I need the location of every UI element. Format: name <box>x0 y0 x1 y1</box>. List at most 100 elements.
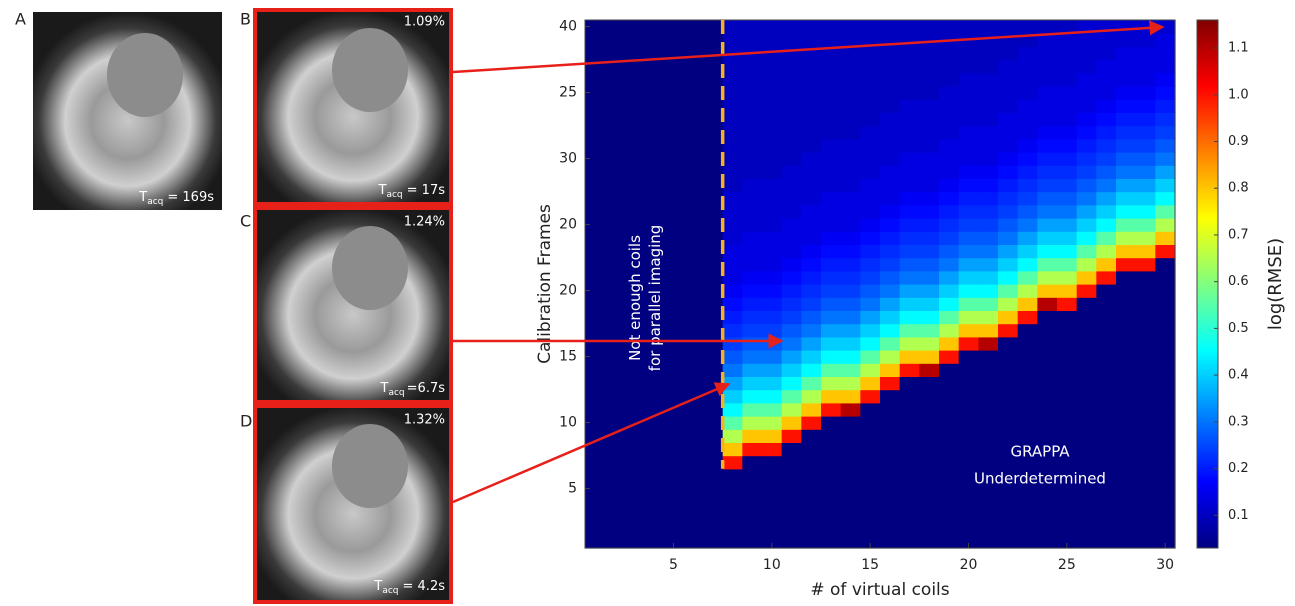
heat-cell <box>1077 258 1097 272</box>
heat-cell <box>959 284 979 298</box>
heat-cell <box>1077 152 1097 166</box>
heat-cell <box>998 20 1018 34</box>
y-tick-label: 15 <box>559 349 577 365</box>
heat-cell <box>1096 205 1116 219</box>
heat-cell <box>782 152 802 166</box>
heat-cell <box>723 429 743 443</box>
heat-cell <box>624 20 644 34</box>
heat-cell <box>1077 522 1097 536</box>
heat-cell <box>683 205 703 219</box>
heat-cell <box>1155 284 1175 298</box>
heat-cell <box>978 20 998 34</box>
heat-cell <box>782 139 802 153</box>
heat-cell <box>821 324 841 338</box>
heat-cell <box>762 297 782 311</box>
heat-cell <box>1155 363 1175 377</box>
heat-cell <box>644 139 664 153</box>
heat-cell <box>998 178 1018 192</box>
heat-cell <box>1155 350 1175 364</box>
heat-cell <box>821 363 841 377</box>
heat-cell <box>723 403 743 417</box>
heat-cell <box>919 205 939 219</box>
heat-cell <box>723 482 743 496</box>
heat-cell <box>860 390 880 404</box>
heat-cell <box>1057 244 1077 258</box>
heat-cell <box>703 231 723 245</box>
heat-cell <box>624 126 644 140</box>
heat-cell <box>723 271 743 285</box>
heat-cell <box>860 126 880 140</box>
heat-cell <box>1096 46 1116 60</box>
heat-cell <box>880 271 900 285</box>
heat-cell <box>978 99 998 113</box>
heat-cell <box>860 482 880 496</box>
heat-cell <box>683 139 703 153</box>
heat-cell <box>919 86 939 100</box>
heat-cell <box>1136 258 1156 272</box>
heat-cell <box>880 20 900 34</box>
heat-cell <box>919 297 939 311</box>
heat-cell <box>919 218 939 232</box>
heat-cell <box>585 324 605 338</box>
heat-cell <box>1037 231 1057 245</box>
heat-cell <box>860 284 880 298</box>
panel-a: A Tacq= 169s <box>15 10 222 211</box>
heat-cell <box>644 495 664 509</box>
heat-cell <box>919 469 939 483</box>
heat-cell <box>742 192 762 206</box>
heat-cell <box>801 258 821 272</box>
heat-cell <box>1136 403 1156 417</box>
heat-cell <box>880 535 900 549</box>
heat-cell <box>782 495 802 509</box>
heat-cell <box>821 429 841 443</box>
heat-cell <box>624 99 644 113</box>
heat-cell <box>605 482 625 496</box>
heat-cell <box>1057 350 1077 364</box>
heat-cell <box>605 178 625 192</box>
heat-cell <box>1136 271 1156 285</box>
heat-cell <box>1096 271 1116 285</box>
heat-cell <box>723 310 743 324</box>
heat-cell <box>978 508 998 522</box>
heat-cell <box>919 139 939 153</box>
heat-cell <box>939 165 959 179</box>
heat-cell <box>1018 508 1038 522</box>
heat-cell <box>841 350 861 364</box>
heat-cell <box>821 258 841 272</box>
heat-cell <box>664 73 684 87</box>
heat-cell <box>782 363 802 377</box>
heat-cell <box>1116 416 1136 430</box>
heat-cell <box>723 205 743 219</box>
heat-cell <box>919 522 939 536</box>
heat-cell <box>841 469 861 483</box>
heat-cell <box>742 284 762 298</box>
heat-cell <box>1155 456 1175 470</box>
heat-cell <box>959 350 979 364</box>
heat-cell <box>821 442 841 456</box>
heat-cell <box>978 522 998 536</box>
heat-cell <box>683 469 703 483</box>
heat-cell <box>841 376 861 390</box>
heat-cell <box>1037 363 1057 377</box>
heat-cell <box>703 442 723 456</box>
heat-cell <box>978 231 998 245</box>
heat-cell <box>801 390 821 404</box>
heat-cell <box>1155 416 1175 430</box>
heat-cell <box>900 469 920 483</box>
heat-cell <box>1155 522 1175 536</box>
heat-cell <box>939 244 959 258</box>
heat-cell <box>762 218 782 232</box>
heat-cell <box>998 416 1018 430</box>
heat-cell <box>1136 416 1156 430</box>
heat-cell <box>762 258 782 272</box>
heat-cell <box>703 469 723 483</box>
heat-cell <box>742 535 762 549</box>
heat-cell <box>959 522 979 536</box>
heat-cell <box>723 86 743 100</box>
heat-cell <box>959 139 979 153</box>
heat-cell <box>644 390 664 404</box>
heat-cell <box>801 403 821 417</box>
heat-cell <box>762 205 782 219</box>
error-label: 1.32% <box>404 413 445 428</box>
heat-cell <box>1155 337 1175 351</box>
